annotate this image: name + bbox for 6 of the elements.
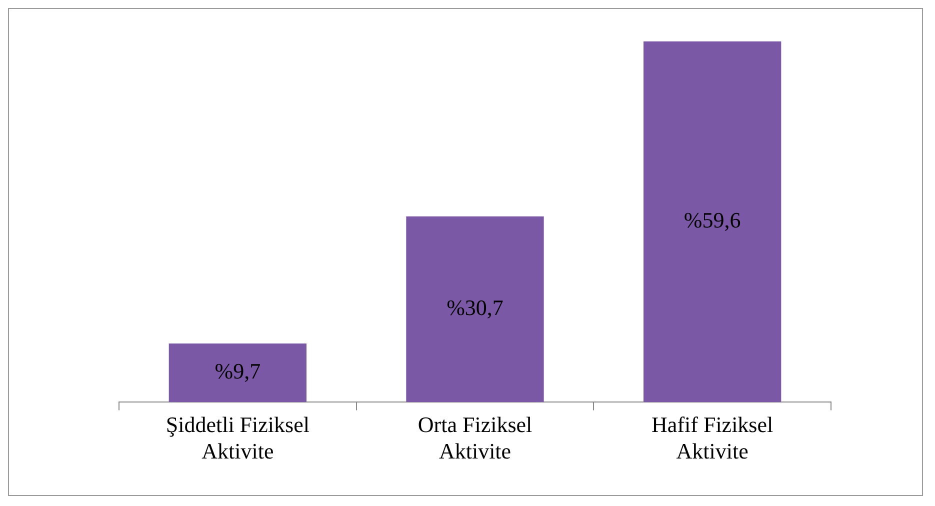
data-label: %59,6 [684, 208, 741, 233]
x-tick-label: Orta Fiziksel Aktivite [418, 412, 532, 464]
x-tick-label: Şiddetli Fiziksel Aktivite [166, 412, 310, 464]
data-label: %9,7 [214, 358, 261, 384]
data-label: %30,7 [446, 295, 504, 320]
x-tick-label: Hafif Fiziksel Aktivite [652, 412, 774, 464]
